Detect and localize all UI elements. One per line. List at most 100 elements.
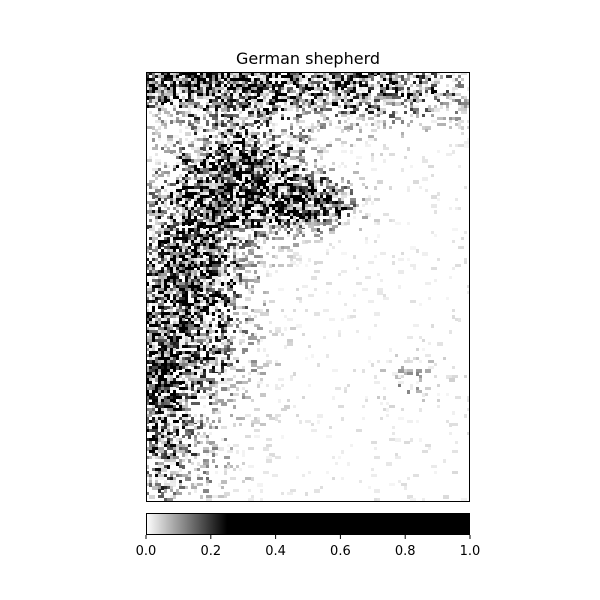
heatmap-cell [245, 222, 251, 225]
heatmap-cell [233, 297, 236, 300]
heatmap-cell [284, 141, 287, 144]
heatmap-cell [350, 114, 353, 117]
heatmap-cell [293, 225, 299, 228]
heatmap-cell [152, 486, 158, 490]
heatmap-cell [413, 108, 419, 111]
heatmap-cell [149, 474, 152, 477]
heatmap-cell [251, 201, 254, 204]
heatmap-cell [422, 99, 425, 102]
heatmap-cell [161, 90, 164, 93]
heatmap-cell [152, 249, 158, 252]
heatmap-cell [383, 111, 386, 114]
heatmap-cell [263, 87, 269, 91]
heatmap-cell [200, 264, 203, 267]
heatmap-cell [374, 219, 380, 223]
heatmap-cell [152, 375, 155, 378]
heatmap-cell [185, 81, 188, 84]
heatmap-cell [293, 105, 296, 108]
heatmap-cell [251, 249, 254, 253]
heatmap-cell [257, 213, 260, 216]
heatmap-cell [191, 267, 194, 270]
heatmap-cell [173, 93, 176, 97]
heatmap-cell [158, 168, 161, 171]
heatmap-cell [161, 306, 164, 310]
heatmap-cell [206, 435, 209, 438]
heatmap-cell [206, 219, 209, 222]
heatmap-cell [248, 150, 251, 153]
heatmap-cell [323, 189, 326, 192]
heatmap-cell [218, 198, 221, 202]
heatmap-cell [335, 183, 338, 186]
heatmap-cell [149, 156, 152, 159]
heatmap-cell [455, 264, 461, 267]
heatmap-cell [185, 159, 188, 163]
heatmap-cell [257, 132, 260, 135]
heatmap-cell [203, 315, 206, 318]
heatmap-cell [164, 363, 167, 367]
heatmap-cell [152, 468, 155, 471]
heatmap-cell [314, 165, 317, 168]
heatmap-cell [170, 453, 173, 456]
heatmap-cell [146, 126, 152, 129]
heatmap-cell [266, 237, 269, 240]
heatmap-cell [251, 96, 254, 99]
heatmap-cell [218, 96, 221, 99]
heatmap-cell [149, 375, 152, 378]
heatmap-cell [194, 342, 197, 345]
heatmap-cell [152, 357, 155, 360]
heatmap-cell [158, 231, 161, 234]
heatmap-cell [200, 249, 203, 252]
heatmap-cell [167, 279, 170, 282]
heatmap-cell [287, 183, 290, 186]
heatmap-cell [194, 279, 197, 283]
heatmap-cell [299, 132, 302, 135]
heatmap-cell [176, 384, 179, 388]
heatmap-cell [215, 384, 218, 388]
heatmap-cell [371, 84, 374, 88]
heatmap-cell [413, 105, 419, 108]
heatmap-cell [320, 231, 323, 234]
heatmap-cell [236, 237, 239, 240]
heatmap-cell [311, 78, 314, 81]
heatmap-cell [233, 105, 236, 108]
heatmap-cell [416, 372, 419, 376]
heatmap-cell [152, 279, 155, 282]
heatmap-cell [278, 144, 281, 147]
heatmap-cell [233, 270, 236, 273]
heatmap-cell [152, 342, 155, 345]
heatmap-cell [173, 363, 176, 367]
heatmap-cell [161, 102, 164, 106]
heatmap-cell [248, 447, 254, 450]
heatmap-cell [227, 444, 230, 447]
heatmap-cell [344, 186, 347, 189]
heatmap-cell [206, 168, 209, 172]
heatmap-cell [239, 258, 242, 262]
heatmap-cell [401, 381, 404, 384]
heatmap-cell [191, 315, 194, 318]
heatmap-cell [305, 144, 308, 148]
heatmap-cell [422, 252, 428, 256]
heatmap-cell [248, 207, 251, 211]
heatmap-cell [248, 261, 254, 264]
heatmap-cell [170, 312, 173, 315]
heatmap-cell [341, 417, 344, 421]
heatmap-cell [182, 240, 185, 244]
heatmap-cell [209, 402, 212, 405]
heatmap-cell [299, 156, 302, 160]
heatmap-cell [167, 297, 170, 300]
heatmap-cell [212, 105, 215, 108]
heatmap-cell [206, 153, 209, 156]
heatmap-cell [395, 90, 398, 94]
heatmap-cell [173, 315, 176, 318]
heatmap-cell [161, 444, 164, 448]
heatmap-cell [191, 252, 194, 255]
heatmap-cell [161, 204, 164, 207]
heatmap-cell [248, 237, 251, 241]
heatmap-cell [209, 207, 212, 210]
heatmap-cell [326, 249, 329, 252]
heatmap-cell [311, 93, 314, 96]
heatmap-cell [464, 96, 467, 99]
heatmap-cell [245, 165, 248, 168]
heatmap-cell [179, 141, 182, 145]
heatmap-cell [293, 78, 296, 82]
